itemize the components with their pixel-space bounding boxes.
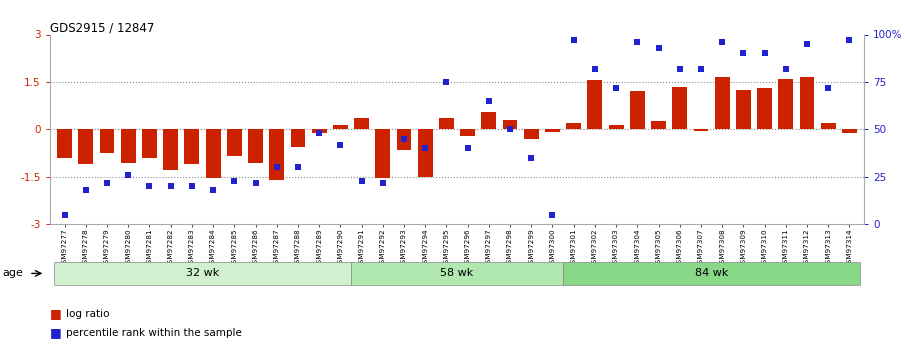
Bar [567, 123, 581, 129]
Point [312, 130, 327, 136]
Text: GDS2915 / 12847: GDS2915 / 12847 [50, 21, 154, 34]
Point [524, 155, 538, 161]
Bar [545, 129, 560, 132]
Point [587, 66, 602, 71]
Point [821, 85, 835, 90]
Bar [311, 129, 327, 132]
Point [778, 66, 793, 71]
Text: ■: ■ [50, 326, 62, 339]
Point [291, 165, 305, 170]
Point [79, 187, 93, 193]
Bar [418, 129, 433, 177]
Bar [354, 118, 369, 129]
Point [630, 39, 644, 45]
Bar [142, 129, 157, 158]
Text: percentile rank within the sample: percentile rank within the sample [66, 328, 242, 338]
Point [481, 98, 496, 104]
Point [376, 180, 390, 185]
Bar [396, 129, 412, 150]
Point [205, 187, 220, 193]
Bar [461, 129, 475, 136]
Point [694, 66, 709, 71]
Bar [79, 129, 93, 164]
Text: 84 wk: 84 wk [695, 268, 729, 278]
Point [396, 136, 411, 141]
Bar [248, 129, 263, 162]
Bar [57, 129, 72, 158]
Bar [163, 129, 178, 170]
Point [100, 180, 114, 185]
Bar [672, 87, 687, 129]
Point [227, 178, 242, 184]
Bar [376, 129, 390, 178]
Point [418, 146, 433, 151]
Bar [842, 129, 857, 132]
Bar [524, 129, 538, 139]
Bar [227, 129, 242, 156]
Bar [778, 79, 793, 129]
Bar [291, 129, 305, 147]
Text: log ratio: log ratio [66, 309, 110, 319]
Text: ■: ■ [50, 307, 62, 321]
Point [567, 37, 581, 43]
Bar [502, 120, 518, 129]
Point [672, 66, 687, 71]
Point [715, 39, 729, 45]
Point [757, 51, 772, 56]
Point [609, 85, 624, 90]
Point [185, 184, 199, 189]
Bar [439, 118, 453, 129]
Bar [693, 129, 709, 131]
Text: 32 wk: 32 wk [186, 268, 219, 278]
Point [164, 184, 178, 189]
Bar [481, 112, 496, 129]
Point [843, 37, 857, 43]
Bar [800, 77, 814, 129]
Text: 58 wk: 58 wk [441, 268, 473, 278]
Point [461, 146, 475, 151]
Point [736, 51, 750, 56]
Bar [587, 80, 603, 129]
Bar [333, 125, 348, 129]
Bar [100, 129, 114, 153]
Point [545, 212, 559, 217]
Bar [736, 90, 751, 129]
Point [652, 45, 666, 51]
Bar [651, 121, 666, 129]
Point [503, 127, 518, 132]
Point [270, 165, 284, 170]
Point [57, 212, 71, 217]
Bar [609, 125, 624, 129]
Bar [715, 77, 729, 129]
Text: age: age [3, 268, 24, 278]
Bar [270, 129, 284, 180]
Bar [185, 129, 199, 164]
Point [439, 79, 453, 85]
Bar [757, 88, 772, 129]
Point [121, 172, 136, 178]
Bar [205, 129, 221, 178]
Bar [630, 91, 644, 129]
Point [800, 41, 814, 47]
Point [355, 178, 369, 184]
Bar [121, 129, 136, 162]
Point [142, 184, 157, 189]
Point [333, 142, 348, 147]
Bar [821, 123, 835, 129]
Point [248, 180, 262, 185]
